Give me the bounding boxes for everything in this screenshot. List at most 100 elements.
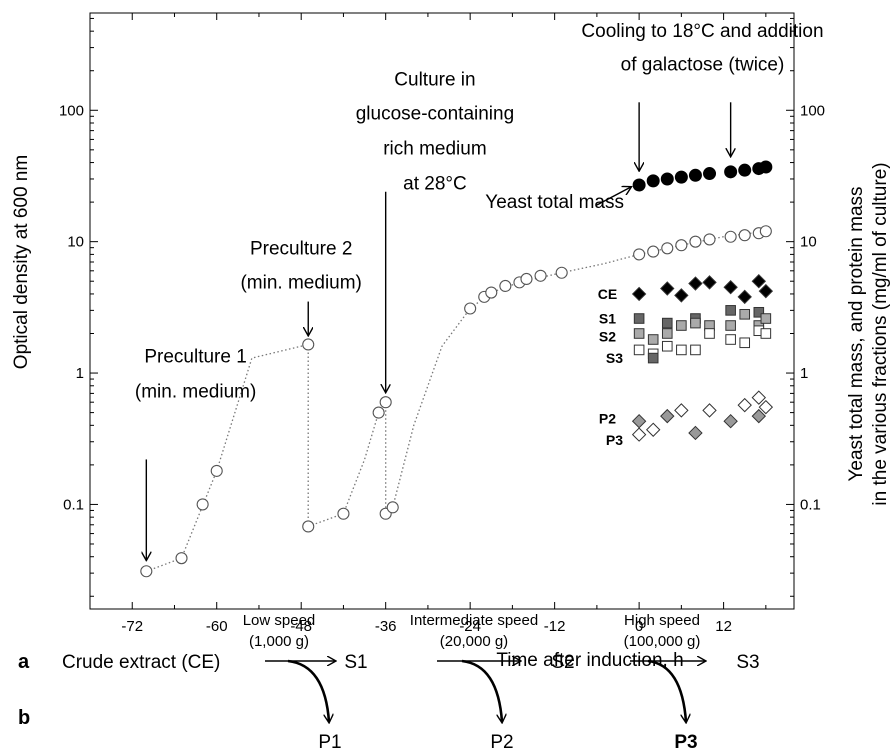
od-point	[379, 396, 392, 409]
series-label: CE	[598, 286, 617, 302]
step3-speed: High speed	[624, 612, 700, 629]
x-tick-label: -12	[544, 618, 566, 635]
point-s1	[725, 305, 736, 316]
point-yeast-total-mass	[724, 165, 738, 179]
scheme-start-label: Crude extract (CE)	[62, 652, 220, 673]
annotation-text: rich medium	[383, 139, 486, 160]
point-s2	[676, 320, 687, 331]
od-point	[647, 245, 660, 258]
y-tick-label: 0.1	[63, 496, 84, 513]
point-p2	[631, 413, 647, 429]
series-label: S3	[606, 350, 623, 366]
point-ce	[702, 275, 717, 290]
point-p3	[645, 422, 661, 437]
od-point	[555, 266, 568, 279]
od-point	[464, 302, 477, 315]
step1-g: (1,000 g)	[249, 633, 309, 650]
point-yeast-total-mass	[632, 178, 646, 192]
x-axis-label: Time after induction, h	[496, 650, 683, 671]
od-point	[661, 242, 674, 255]
panel-a-label: a	[18, 651, 30, 673]
y-tick-label: 10	[67, 234, 84, 251]
point-yeast-total-mass	[646, 174, 660, 188]
step2-g: (20,000 g)	[440, 633, 508, 650]
x-tick-label: 12	[715, 618, 732, 635]
od-point	[485, 286, 498, 299]
point-s1	[753, 306, 765, 318]
od-point	[703, 233, 716, 246]
annotation-text: Cooling to 18°C and addition	[581, 21, 823, 42]
annotation-text: Preculture 2	[250, 238, 352, 259]
annotation-text: of galactose (twice)	[621, 55, 785, 76]
point-ce	[758, 283, 774, 299]
step2-supernatant: S2	[551, 652, 574, 673]
point-s2	[690, 317, 701, 329]
od-point	[372, 406, 385, 419]
point-ce	[674, 288, 689, 303]
step1-pellet-arrow	[287, 659, 329, 722]
point-p3	[702, 403, 717, 418]
point-p3	[737, 397, 752, 413]
point-s3	[661, 340, 673, 352]
step3-g: (100,000 g)	[624, 633, 701, 650]
plot-frame	[89, 12, 795, 610]
series-label: P3	[606, 432, 623, 448]
od-point	[337, 507, 350, 520]
step1-speed: Low speed	[243, 612, 316, 629]
annotation-text: Yeast total mass	[485, 192, 624, 213]
annotations: Preculture 1 (min. medium) Preculture 2 (mi…	[135, 21, 824, 559]
annotation-text: Preculture 1	[144, 347, 246, 368]
annotation-text: Culture in	[394, 69, 475, 90]
step2-pellet: P2	[490, 732, 513, 753]
x-tick-label: 0	[635, 618, 643, 635]
point-p3	[674, 403, 689, 418]
y2-tick-label: 1	[800, 365, 808, 382]
step1-supernatant: S1	[344, 652, 367, 673]
point-p2	[751, 408, 767, 424]
step3-pellet-arrow	[647, 659, 686, 722]
point-p3	[751, 390, 767, 405]
od-point	[175, 552, 188, 565]
point-ce	[631, 286, 647, 302]
od-point	[302, 338, 315, 351]
series-label: S1	[599, 311, 616, 327]
fractionation-scheme: b Crude extract (CE) Low speed (1,000 g)…	[18, 612, 760, 753]
point-s2	[725, 320, 736, 331]
point-yeast-total-mass	[759, 160, 773, 174]
od-curve-segment	[392, 230, 766, 508]
point-s2	[661, 328, 673, 339]
od-point	[520, 272, 533, 286]
point-s3	[760, 328, 772, 339]
point-ce	[751, 274, 767, 289]
od-point	[210, 464, 223, 477]
point-ce	[688, 276, 703, 291]
x-tick-label: -24	[459, 618, 481, 635]
x-tick-label: -36	[375, 618, 397, 635]
od-curve-segment	[146, 343, 309, 572]
point-s1-low-	[647, 352, 659, 364]
od-point	[499, 279, 512, 293]
annotation-text: at 28°C	[403, 173, 467, 194]
y2-axis-label-line2: in the various fractions (mg/ml of cultu…	[870, 162, 891, 505]
point-ce	[737, 289, 752, 305]
step1-pellet: P1	[318, 732, 341, 753]
y2-tick-label: 0.1	[800, 496, 821, 513]
od-point	[738, 229, 751, 242]
x-tick-label: -48	[290, 618, 312, 635]
step2-pellet-arrow	[461, 659, 502, 722]
od-point	[386, 501, 399, 514]
point-p3	[758, 399, 774, 415]
point-p2	[723, 413, 738, 429]
od-point	[724, 230, 737, 243]
point-ce	[660, 281, 675, 296]
series-label: P2	[599, 411, 616, 427]
point-yeast-total-mass	[660, 172, 674, 186]
point-s3	[690, 344, 701, 356]
point-yeast-total-mass	[688, 168, 702, 182]
x-tick-label: -72	[121, 618, 143, 635]
x-tick-label: -60	[206, 618, 228, 635]
point-s1	[661, 317, 673, 329]
point-s3	[739, 337, 751, 349]
